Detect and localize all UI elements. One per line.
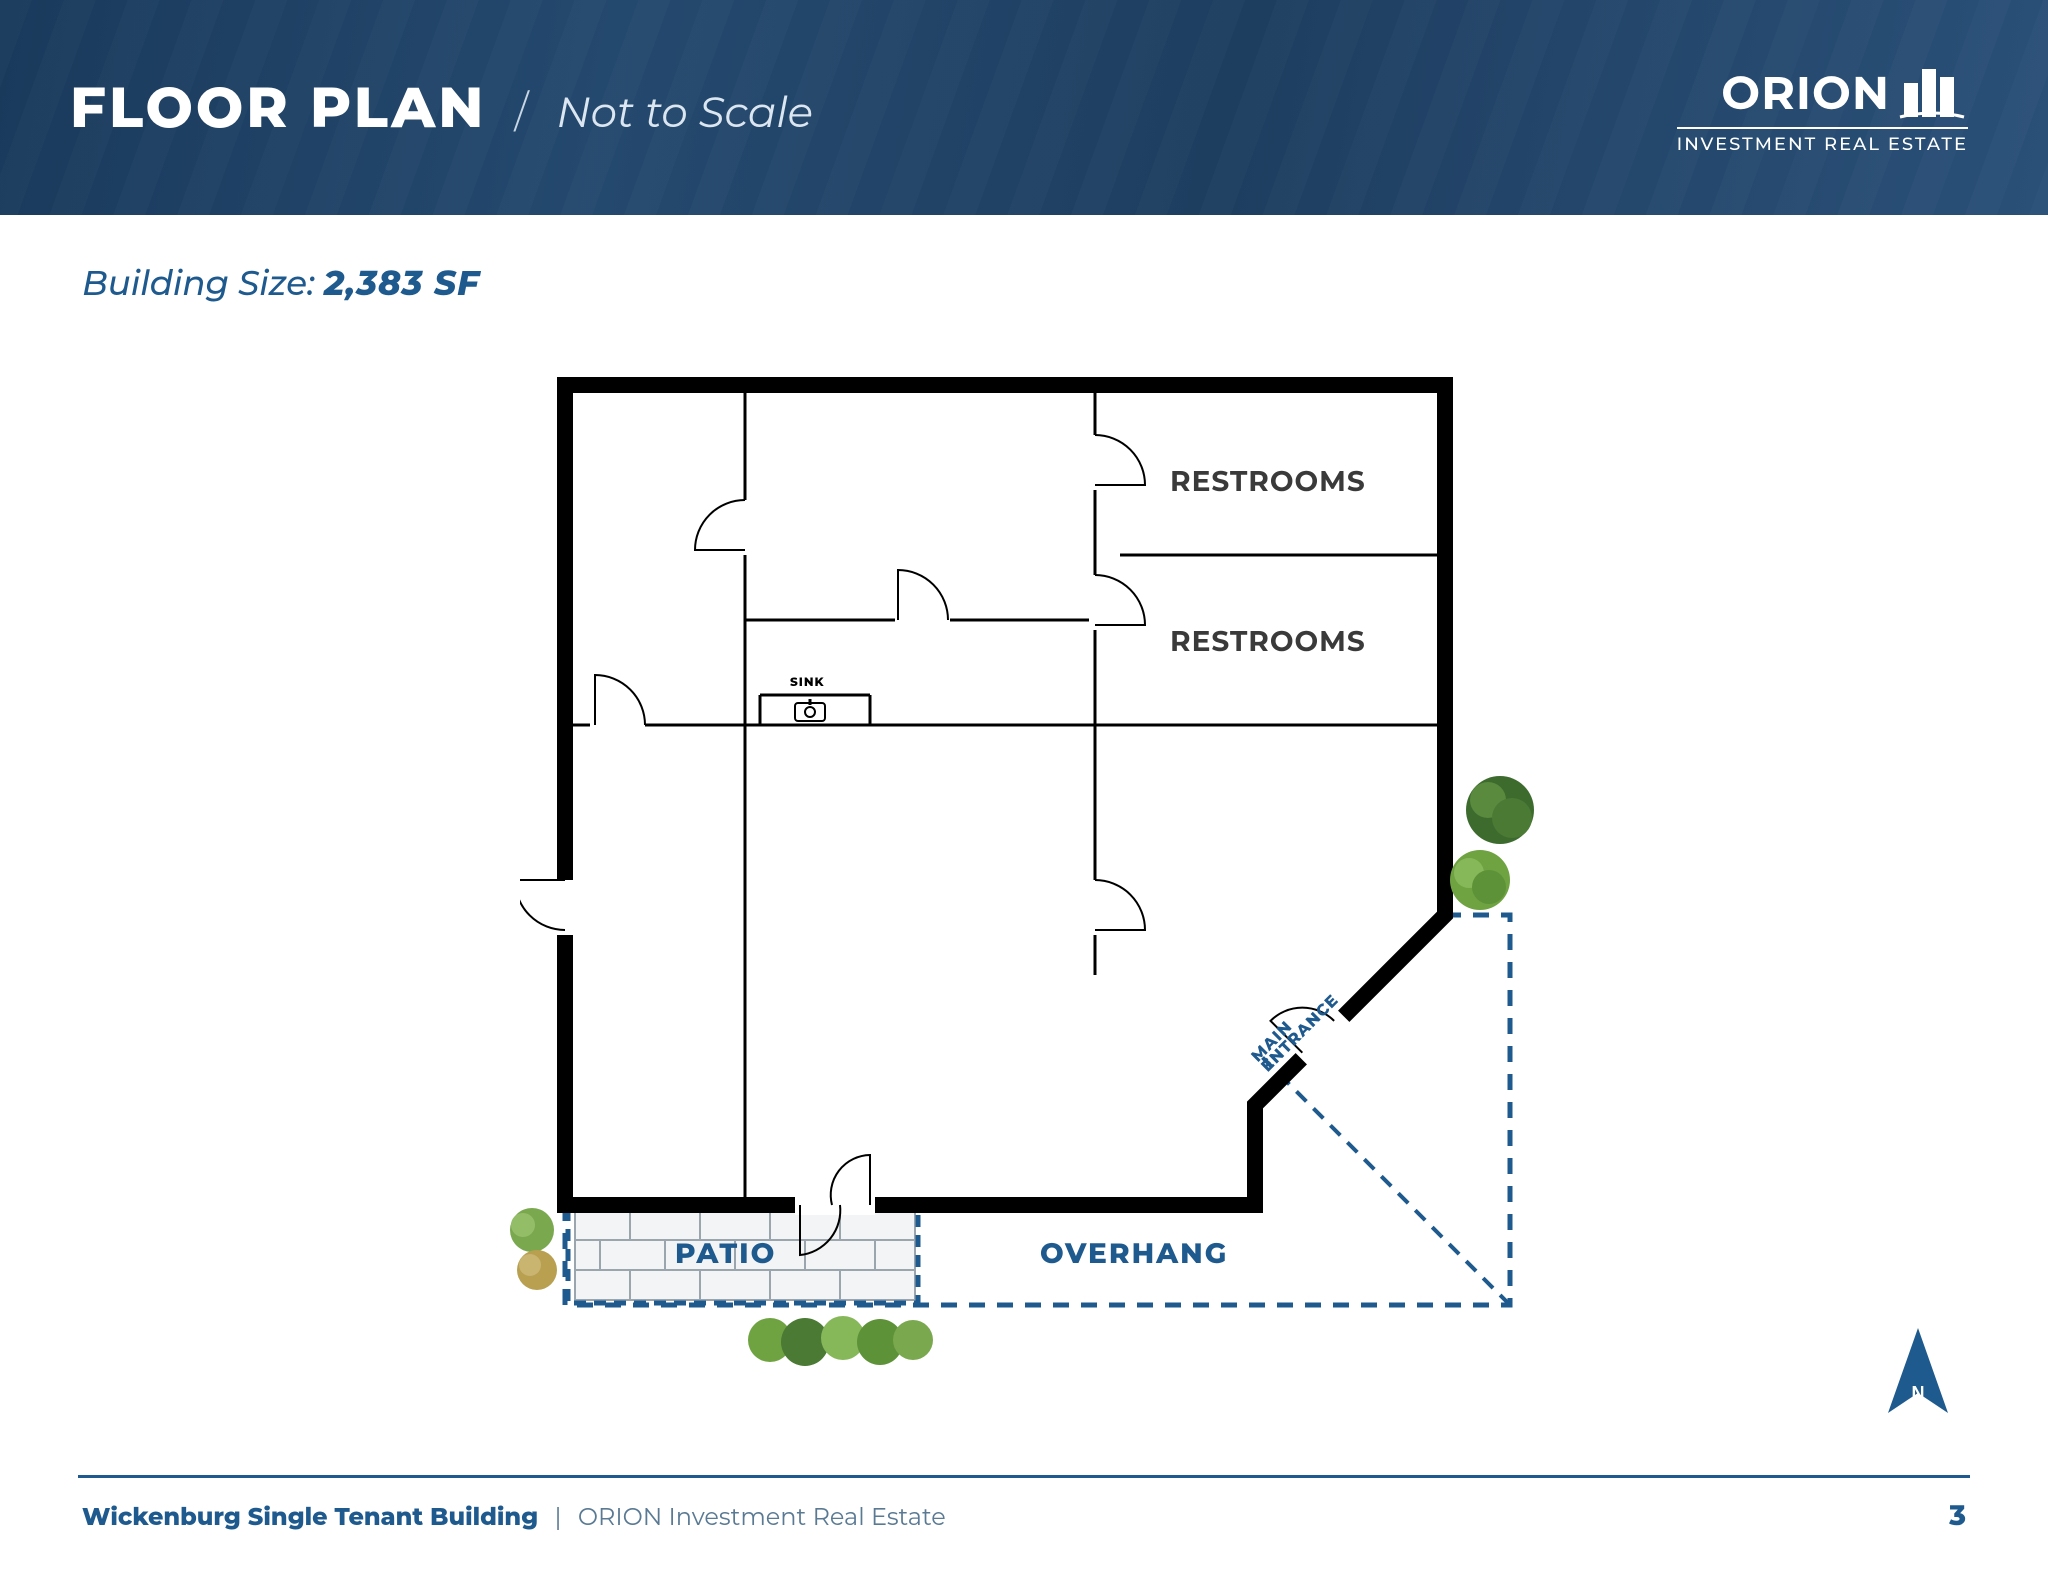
tree-icon [1445,845,1515,915]
brand-logo: ORION INVESTMENT REAL ESTATE [1677,61,1968,155]
footer-property: Wickenburg Single Tenant Building [82,1503,538,1532]
title-group: FLOOR PLAN / Not to Scale [70,74,813,142]
footer-left: Wickenburg Single Tenant Building | ORIO… [82,1503,946,1532]
restroom-label-2: RESTROOMS [1170,625,1366,659]
sink-label: SINK [790,675,825,690]
footer-separator: | [554,1503,561,1532]
compass-label: N [1912,1383,1925,1403]
floor-plan: RESTROOMS RESTROOMS SINK PATIO OVERHANG … [520,375,1520,1375]
north-compass-icon: N [1868,1323,1968,1443]
footer: Wickenburg Single Tenant Building | ORIO… [82,1499,1966,1533]
page-number: 3 [1949,1499,1966,1533]
footer-rule [78,1475,1970,1478]
logo-text: ORION [1721,64,1890,121]
shrub-icon [512,1245,562,1295]
page-title: FLOOR PLAN [70,74,486,142]
building-size: Building Size: 2,383 SF [82,262,480,304]
restroom-label-1: RESTROOMS [1170,465,1366,499]
sink-icon [795,699,825,721]
shrub-row-icon [745,1310,935,1370]
page-subtitle: Not to Scale [557,86,813,138]
title-separator: / [514,85,528,139]
header-bar: FLOOR PLAN / Not to Scale ORION INVESTME… [0,0,2048,215]
patio-label: PATIO [675,1237,776,1271]
building-size-label: Building Size: [82,262,324,304]
floor-plan-svg [520,375,1520,1375]
buildings-icon [1898,61,1968,121]
footer-company: ORION Investment Real Estate [578,1503,946,1532]
building-size-value: 2,383 SF [324,262,480,304]
logo-subtitle: INVESTMENT REAL ESTATE [1677,127,1968,155]
tree-icon [1460,770,1540,850]
overhang-label: OVERHANG [1040,1237,1228,1271]
